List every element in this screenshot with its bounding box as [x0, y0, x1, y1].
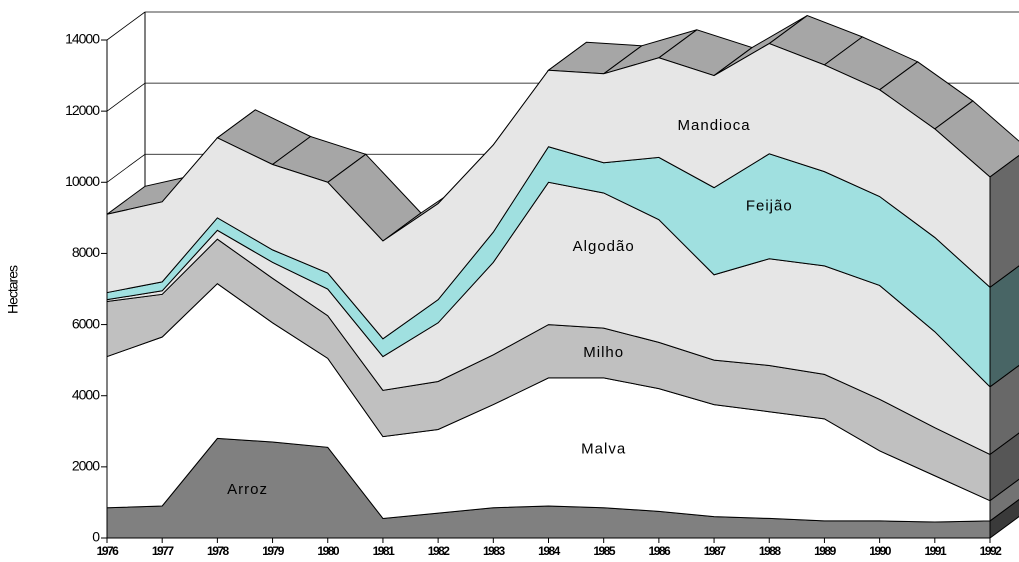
x-tick-label: 1978 — [207, 544, 230, 558]
y-tick-label: 14000 — [65, 31, 100, 47]
y-tick-label: 6000 — [72, 315, 100, 331]
x-tick-label: 1990 — [869, 544, 892, 558]
grid-diagonal — [106, 153, 146, 183]
x-tick-label: 1987 — [704, 544, 727, 558]
x-tick-label: 1982 — [428, 544, 451, 558]
series-label: Arroz — [227, 481, 268, 498]
x-tick-label: 1991 — [924, 544, 947, 558]
side-face — [989, 364, 1019, 456]
grid-diagonal — [106, 82, 146, 112]
grid-diagonal — [106, 11, 146, 41]
x-tick-label: 1986 — [649, 544, 672, 558]
side-face — [989, 432, 1019, 502]
x-tick-label: 1984 — [538, 544, 561, 558]
x-tick-label: 1981 — [373, 544, 396, 558]
x-tick-label: 1976 — [97, 544, 120, 558]
x-tick-label: 1977 — [152, 544, 175, 558]
side-face — [989, 265, 1019, 388]
y-tick-label: 2000 — [72, 458, 100, 474]
series-label: Milho — [583, 344, 624, 361]
series-label: Feijão — [746, 197, 793, 214]
series-label: Algodão — [573, 238, 635, 255]
x-tick-label: 1985 — [593, 544, 616, 558]
y-tick-label: 0 — [92, 529, 100, 545]
series-label: Malva — [581, 440, 626, 457]
y-tick-label: 8000 — [72, 244, 100, 260]
x-tick-label: 1989 — [814, 544, 837, 558]
x-tick-label: 1983 — [483, 544, 506, 558]
x-tick-label: 1992 — [980, 544, 1003, 558]
side-face — [989, 478, 1019, 522]
side-face — [989, 498, 1019, 539]
series-label: Mandioca — [678, 117, 751, 134]
y-tick-label: 12000 — [65, 102, 100, 118]
y-tick-label: 10000 — [65, 173, 100, 189]
x-tick-label: 1979 — [262, 544, 285, 558]
y-axis-label: Hectares — [5, 265, 21, 314]
x-tick-label: 1988 — [759, 544, 782, 558]
x-tick-label: 1980 — [317, 544, 340, 558]
side-face — [989, 154, 1019, 289]
y-tick-label: 4000 — [72, 386, 100, 402]
